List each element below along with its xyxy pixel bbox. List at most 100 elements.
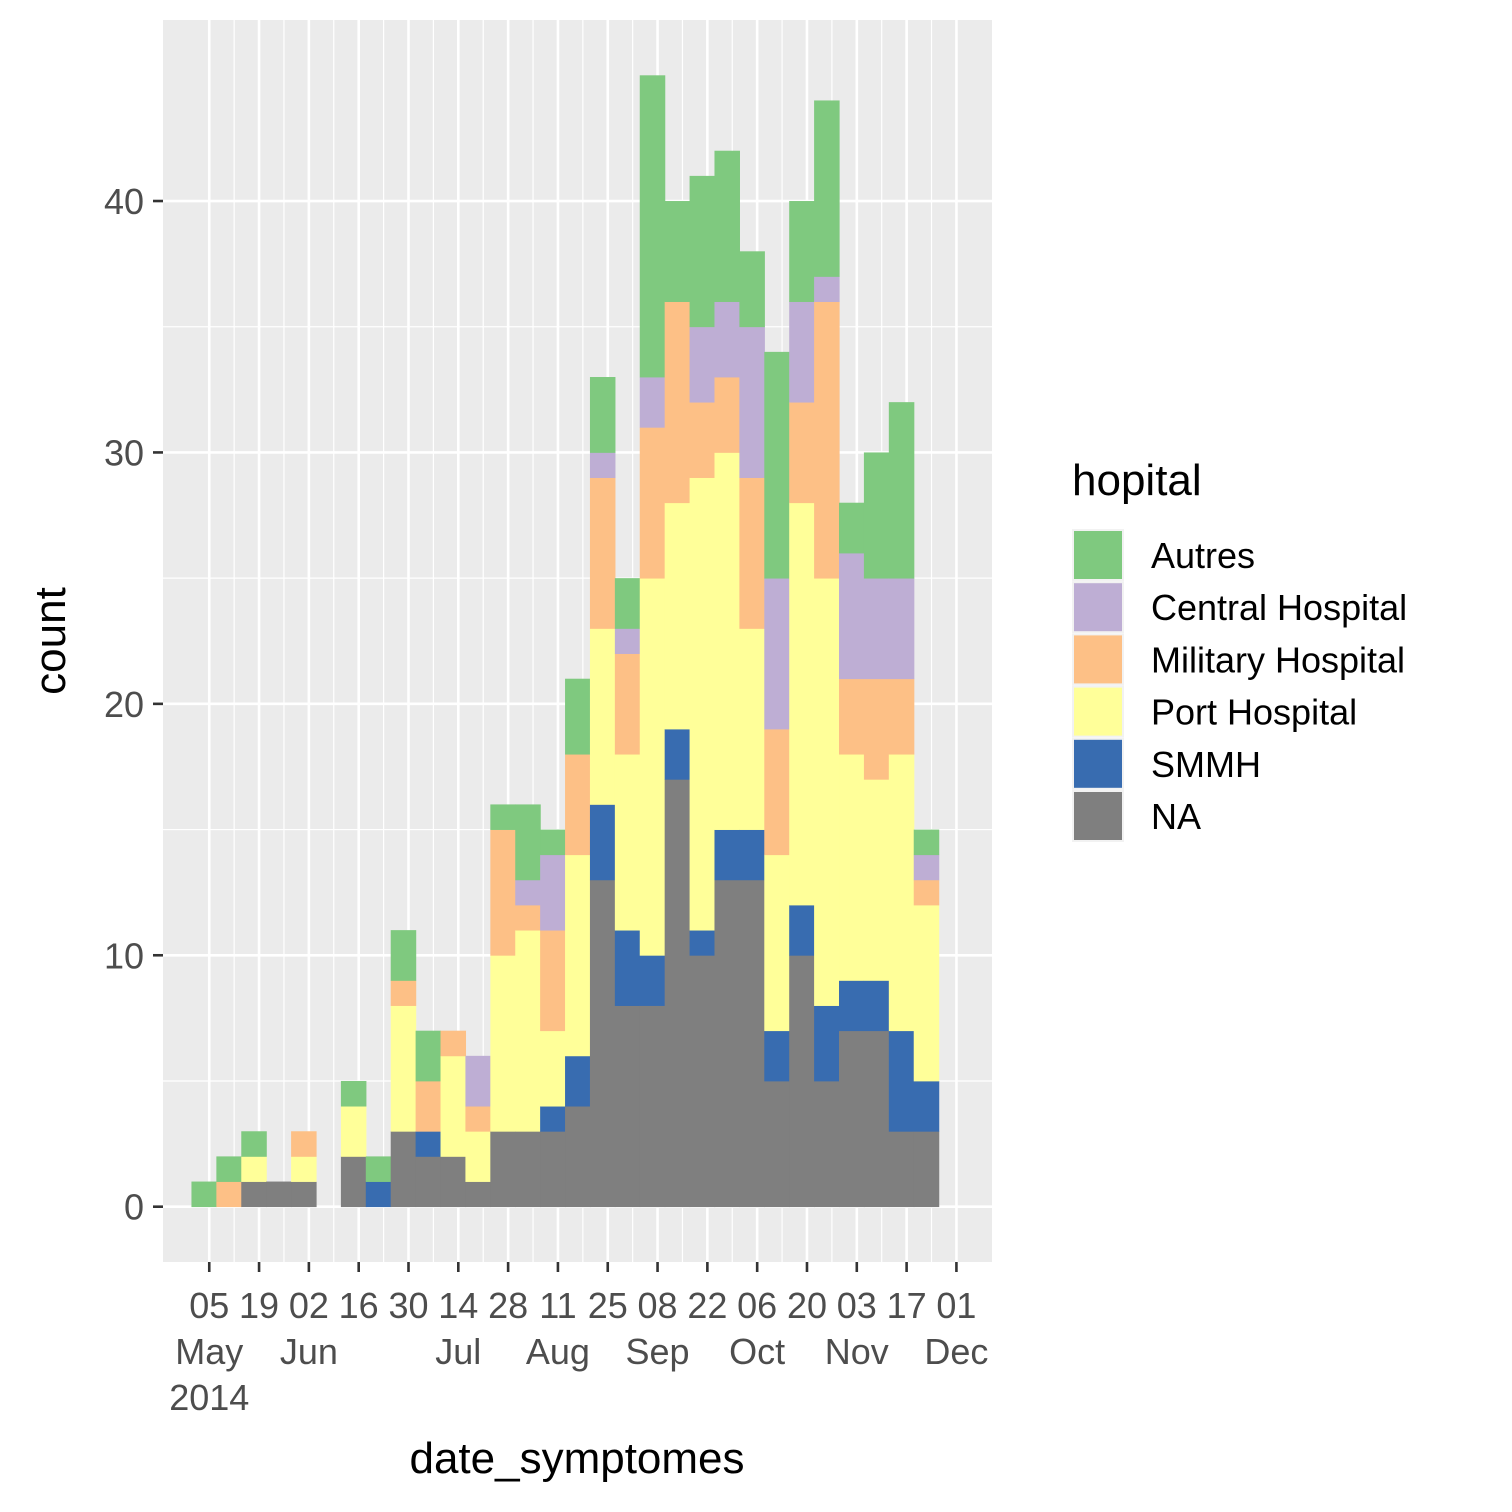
- legend-label: Military Hospital: [1151, 639, 1405, 680]
- legend: hopital Autres Central Hospital Military H…: [1072, 456, 1407, 842]
- x-tick-label: 17: [887, 1285, 927, 1326]
- legend-swatch: [1074, 635, 1122, 684]
- bar-segment: [440, 1030, 467, 1057]
- bar-segment: [814, 301, 840, 579]
- bar-segment: [490, 1131, 516, 1208]
- bar-segment: [714, 301, 740, 378]
- bar-segment: [888, 1131, 915, 1208]
- bar-segment: [415, 1080, 442, 1132]
- x-tick-label: 25: [588, 1285, 628, 1326]
- x-tick-label: 05: [189, 1285, 229, 1326]
- bar-segment: [789, 904, 815, 956]
- bar-segment: [589, 452, 616, 478]
- legend-label: Central Hospital: [1151, 587, 1407, 628]
- x-tick-label: 11: [539, 1285, 576, 1326]
- bar-segment: [839, 553, 865, 680]
- bar-segment: [614, 628, 641, 654]
- bar-segment: [540, 829, 566, 856]
- bar-segment: [639, 377, 666, 428]
- bar-segment: [291, 1156, 317, 1182]
- bar-segment: [565, 854, 591, 1057]
- x-tick-year-label: 2014: [169, 1377, 249, 1418]
- bar-segment: [639, 955, 666, 1006]
- bar-segment: [863, 1030, 890, 1208]
- legend-label: Autres: [1151, 535, 1255, 576]
- y-tick-label: 0: [124, 1187, 144, 1228]
- bar-segment: [689, 930, 716, 956]
- bar-segment: [739, 829, 765, 881]
- bar-segment: [839, 754, 865, 981]
- x-tick-month-label: Oct: [729, 1331, 785, 1372]
- bar-segment: [440, 1156, 467, 1208]
- bar-segment: [789, 402, 815, 504]
- bar-segment: [863, 452, 890, 579]
- bar-segment: [589, 804, 616, 881]
- bar-segment: [814, 1080, 840, 1208]
- bar-segment: [614, 653, 641, 755]
- bar-segment: [664, 729, 691, 780]
- bar-segment: [913, 904, 940, 1082]
- bar-segment: [415, 1156, 442, 1208]
- bar-segment: [689, 402, 716, 478]
- bar-segment: [241, 1156, 267, 1182]
- bar-segment: [515, 879, 541, 906]
- bar-segment: [913, 854, 940, 881]
- bar-segment: [365, 1156, 392, 1182]
- bar-segment: [390, 930, 417, 981]
- bar-segment: [888, 678, 915, 755]
- bar-segment: [639, 1005, 666, 1208]
- bars: [191, 75, 940, 1208]
- bar-segment: [415, 1131, 442, 1157]
- bar-segment: [191, 1181, 217, 1208]
- bar-segment: [515, 804, 541, 881]
- bar-segment: [714, 150, 740, 302]
- bar-segment: [589, 879, 616, 1208]
- bar-segment: [490, 804, 516, 830]
- bar-segment: [639, 427, 666, 579]
- x-tick-label: 01: [936, 1285, 976, 1326]
- x-tick-label: 22: [687, 1285, 727, 1326]
- bar-segment: [664, 779, 691, 1208]
- bar-segment: [390, 1131, 417, 1208]
- bar-segment: [216, 1181, 242, 1208]
- bar-segment: [639, 578, 666, 956]
- bar-segment: [664, 301, 691, 504]
- bar-segment: [739, 477, 765, 629]
- bar-segment: [764, 854, 790, 1032]
- legend-swatch: [1074, 531, 1122, 579]
- bar-segment: [390, 980, 417, 1006]
- bar-segment: [739, 251, 765, 328]
- bar-segment: [266, 1181, 292, 1208]
- bar-segment: [216, 1156, 242, 1182]
- bar-segment: [565, 1055, 591, 1107]
- bar-segment: [913, 1131, 940, 1208]
- bar-segment: [814, 100, 840, 277]
- x-tick-label: 08: [638, 1285, 678, 1326]
- y-tick-label: 10: [104, 935, 144, 976]
- bar-segment: [689, 175, 716, 328]
- bar-segment: [490, 955, 516, 1132]
- bar-segment: [689, 955, 716, 1208]
- x-tick-month-label: Jul: [435, 1331, 481, 1372]
- bar-segment: [614, 1005, 641, 1208]
- bar-segment: [689, 326, 716, 403]
- bar-segment: [739, 879, 765, 1208]
- bar-segment: [789, 502, 815, 906]
- y-axis: 0 10 20 30 40: [104, 181, 163, 1228]
- bar-segment: [888, 578, 915, 680]
- x-tick-month-label: Dec: [924, 1331, 988, 1372]
- bar-segment: [515, 904, 541, 931]
- bar-segment: [888, 402, 915, 579]
- bar-segment: [589, 477, 616, 629]
- bar-segment: [465, 1181, 491, 1208]
- bar-segment: [340, 1080, 367, 1107]
- bar-segment: [714, 879, 740, 1208]
- bar-segment: [814, 578, 840, 1006]
- bar-segment: [863, 980, 890, 1032]
- bar-segment: [415, 1030, 442, 1082]
- bar-segment: [863, 779, 890, 981]
- bar-segment: [589, 628, 616, 805]
- y-axis-title: count: [26, 587, 75, 695]
